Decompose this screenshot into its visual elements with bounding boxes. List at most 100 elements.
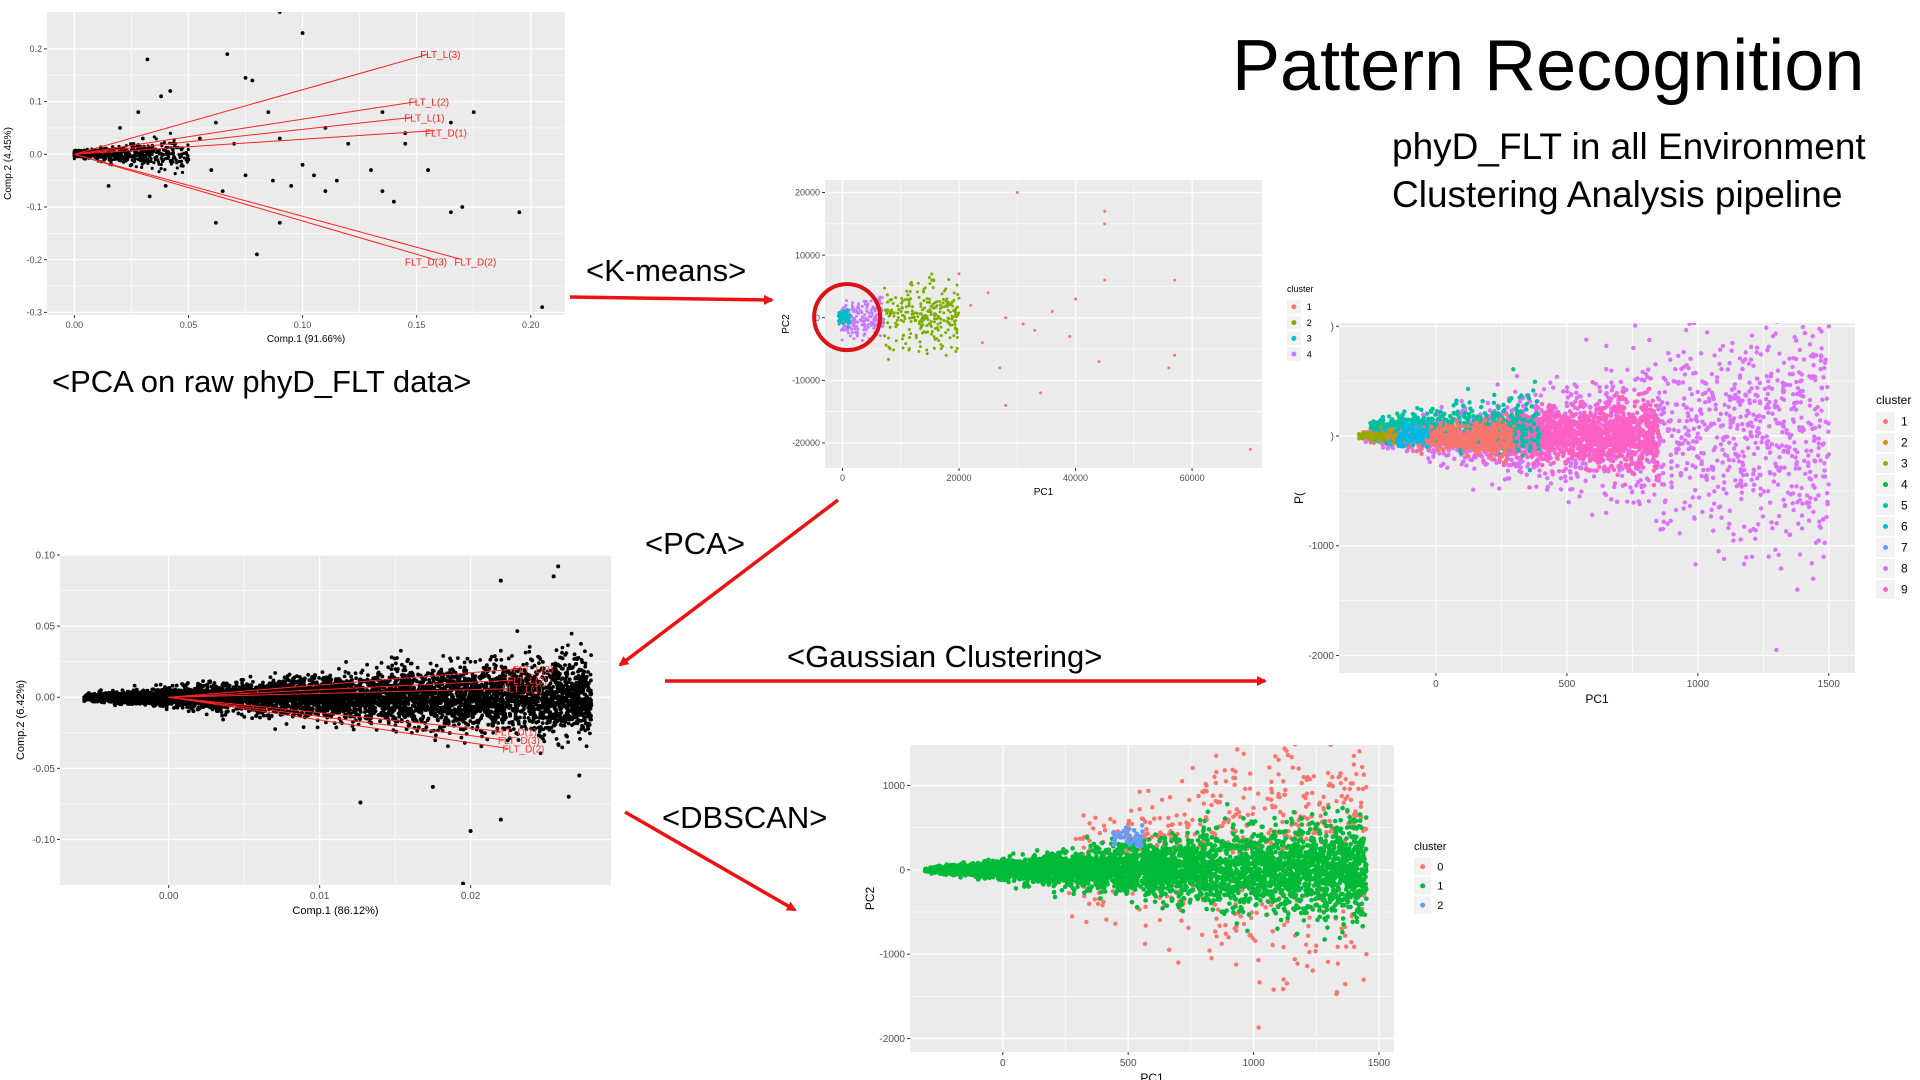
data-point — [114, 153, 118, 158]
data-point — [473, 659, 478, 664]
kmeans-legend-label: 2 — [1307, 318, 1312, 328]
cluster-2-point — [920, 325, 924, 329]
cluster-2-point — [919, 302, 923, 306]
cluster-2-point — [910, 283, 914, 287]
data-point — [250, 78, 255, 83]
loading-label: FLT_D(2) — [454, 258, 496, 269]
data-point — [193, 703, 197, 708]
data-point — [157, 162, 161, 166]
cluster-4-point — [855, 325, 859, 329]
data-point — [567, 663, 572, 667]
cluster-2-point — [936, 328, 940, 332]
cluster-2-point — [883, 334, 887, 338]
data-point — [371, 676, 376, 681]
cluster-2-point — [947, 321, 951, 325]
raw-pca-caption: <PCA on raw phyD_FLT data> — [52, 364, 472, 399]
data-point — [363, 710, 367, 714]
cluster-2-point — [943, 304, 947, 308]
cluster-2-point — [903, 298, 907, 302]
cluster-1-point — [1248, 447, 1252, 451]
loading-label: FLT_D(3) — [405, 258, 447, 269]
data-point — [186, 157, 191, 162]
data-point — [527, 649, 532, 654]
cluster-1-point — [1050, 309, 1054, 313]
data-point — [177, 159, 181, 164]
raw-pca-x-tick-label: 0.05 — [180, 320, 198, 330]
pca-second-y-tick-label: 0.05 — [36, 622, 56, 633]
data-point — [112, 157, 116, 162]
cluster-4-point — [857, 302, 861, 306]
cluster-2-point — [885, 293, 889, 297]
data-point — [380, 189, 385, 194]
data-point — [469, 704, 474, 709]
data-point — [312, 173, 316, 178]
data-point — [111, 145, 115, 149]
cluster-3-point — [844, 310, 848, 314]
cluster-3-point — [840, 314, 844, 318]
data-point — [489, 654, 494, 659]
cluster-2-point — [925, 315, 929, 319]
cluster-1-point — [1004, 403, 1008, 407]
cluster-2-point — [951, 304, 955, 308]
data-point — [540, 675, 545, 679]
cluster-2-point — [932, 346, 936, 350]
cluster-2-point — [919, 312, 923, 316]
data-point — [289, 183, 294, 188]
loading-label: FLT_L(2) — [409, 98, 449, 109]
data-point — [419, 719, 424, 724]
data-point — [449, 658, 454, 663]
cluster-2-point — [938, 303, 942, 307]
kmeans-x-tick-label: 40000 — [1063, 473, 1088, 483]
data-point — [177, 153, 181, 157]
cluster-4-point — [856, 327, 860, 331]
cluster-3-point — [841, 309, 845, 313]
data-point — [185, 705, 189, 710]
data-point — [140, 136, 145, 141]
cluster-4-point — [839, 328, 843, 332]
data-point — [220, 189, 225, 194]
data-point — [102, 158, 106, 162]
loading-label: FLT_D(1) — [425, 129, 467, 140]
cluster-2-point — [944, 287, 948, 291]
cluster-2-point — [930, 272, 934, 276]
cluster-4-point — [853, 318, 857, 322]
data-point — [135, 151, 140, 155]
data-point — [255, 252, 259, 257]
cluster-2-point — [954, 307, 958, 311]
loading-arrow — [74, 130, 435, 155]
cluster-2-point — [914, 333, 918, 337]
data-point — [407, 723, 412, 727]
cluster-4-point — [862, 299, 866, 303]
data-point — [344, 660, 348, 664]
cluster-2-point — [896, 304, 900, 308]
kmeans-x-tick-label: 20000 — [946, 473, 971, 483]
data-point — [493, 714, 498, 719]
cluster-2-point — [894, 296, 898, 300]
data-point — [182, 156, 186, 160]
data-point — [545, 671, 550, 675]
cluster-1-point — [1097, 360, 1101, 364]
data-point — [149, 159, 153, 163]
kmeans-legend-label: 4 — [1307, 349, 1312, 359]
data-point — [523, 724, 527, 728]
kmeans-legend-swatch — [1291, 320, 1297, 326]
data-point — [415, 665, 420, 670]
data-point — [544, 696, 549, 701]
kmeans-legend-label: 3 — [1307, 334, 1312, 344]
cluster-2-point — [918, 345, 922, 349]
cluster-1-point — [1068, 335, 1072, 339]
data-point — [158, 682, 163, 687]
data-point — [133, 157, 137, 161]
data-point — [117, 158, 121, 163]
cluster-1-point — [1173, 278, 1177, 282]
cluster-2-point — [941, 301, 945, 305]
cluster-2-point — [908, 335, 912, 339]
data-point — [529, 726, 534, 731]
data-point — [572, 652, 577, 657]
data-point — [163, 157, 168, 161]
kmeans-x-tick-label: 60000 — [1180, 473, 1205, 483]
data-point — [449, 120, 453, 125]
cluster-4-point — [863, 324, 867, 328]
cluster-4-point — [870, 321, 874, 325]
cluster-1-point — [1103, 222, 1107, 226]
